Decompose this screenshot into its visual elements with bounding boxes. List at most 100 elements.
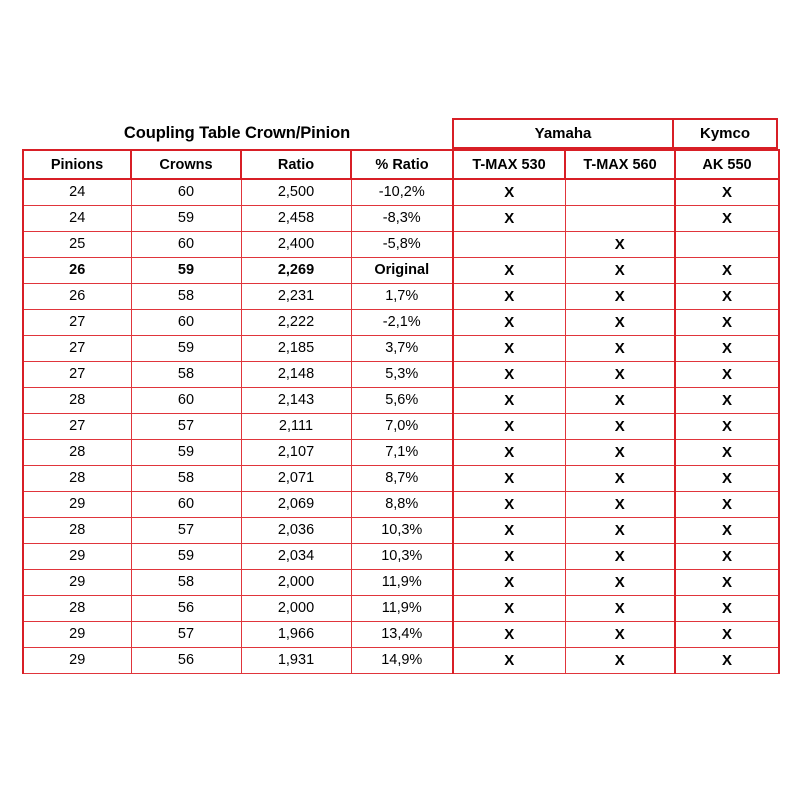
- cell-ak-550: X: [674, 542, 780, 570]
- cell-ak-550: X: [674, 438, 780, 466]
- cell-tmax-560: [564, 178, 676, 206]
- cell-ratio: 2,185: [240, 334, 352, 362]
- brand-group-kymco: Kymco: [674, 118, 778, 149]
- compatibility-x-mark: X: [504, 391, 515, 409]
- compatibility-x-mark: X: [504, 599, 515, 617]
- cell-ratio: 2,458: [240, 204, 352, 232]
- table-row: 29 60 2,069 8,8% X X X: [22, 490, 780, 518]
- table-header-row: Pinions Crowns Ratio % Ratio T-MAX 530 T…: [22, 149, 780, 180]
- table-row: 24 59 2,458 -8,3% X X: [22, 204, 780, 232]
- cell-tmax-530: X: [452, 308, 566, 336]
- cell-crowns: 56: [130, 594, 242, 622]
- cell-tmax-530: X: [452, 516, 566, 544]
- table-row: 28 57 2,036 10,3% X X X: [22, 516, 780, 544]
- cell-ratio: 2,034: [240, 542, 352, 570]
- compatibility-x-mark: X: [721, 469, 732, 487]
- column-header-ak-550: AK 550: [674, 149, 780, 180]
- cell-pinions: 29: [22, 490, 132, 518]
- cell-tmax-530: X: [452, 568, 566, 596]
- cell-pct-ratio: 11,9%: [350, 594, 454, 622]
- cell-tmax-560: X: [564, 282, 676, 310]
- cell-ak-550: X: [674, 464, 780, 492]
- compatibility-x-mark: X: [504, 521, 515, 539]
- compatibility-x-mark: X: [721, 287, 732, 305]
- cell-ratio: 2,500: [240, 178, 352, 206]
- compatibility-x-mark: X: [504, 547, 515, 565]
- compatibility-x-mark: X: [721, 417, 732, 435]
- compatibility-x-mark: X: [504, 313, 515, 331]
- cell-pct-ratio: 8,8%: [350, 490, 454, 518]
- cell-crowns: 60: [130, 308, 242, 336]
- table-row: 29 58 2,000 11,9% X X X: [22, 568, 780, 596]
- compatibility-x-mark: X: [721, 391, 732, 409]
- cell-crowns: 58: [130, 464, 242, 492]
- cell-pct-ratio: 13,4%: [350, 620, 454, 648]
- compatibility-x-mark: X: [614, 417, 625, 435]
- cell-tmax-530: X: [452, 412, 566, 440]
- cell-pct-ratio: -8,3%: [350, 204, 454, 232]
- cell-ak-550: [674, 230, 780, 258]
- cell-pinions: 28: [22, 464, 132, 492]
- table-row: 27 60 2,222 -2,1% X X X: [22, 308, 780, 336]
- compatibility-x-mark: X: [504, 573, 515, 591]
- cell-tmax-560: X: [564, 490, 676, 518]
- column-header-tmax-530: T-MAX 530: [452, 149, 566, 180]
- cell-tmax-560: X: [564, 568, 676, 596]
- compatibility-x-mark: X: [614, 339, 625, 357]
- cell-tmax-530: X: [452, 438, 566, 466]
- cell-pinions: 25: [22, 230, 132, 258]
- cell-tmax-560: X: [564, 620, 676, 648]
- compatibility-x-mark: X: [504, 209, 515, 227]
- compatibility-x-mark: X: [614, 443, 625, 461]
- cell-pinions: 24: [22, 204, 132, 232]
- cell-pinions: 29: [22, 620, 132, 648]
- cell-tmax-560: X: [564, 516, 676, 544]
- cell-crowns: 57: [130, 620, 242, 648]
- cell-crowns: 59: [130, 334, 242, 362]
- compatibility-x-mark: X: [504, 469, 515, 487]
- table-body: 24 60 2,500 -10,2% X X 24 59 2,458 -8,3% X X 25 60 2,4…: [22, 178, 780, 674]
- cell-pinions: 28: [22, 386, 132, 414]
- compatibility-x-mark: X: [504, 287, 515, 305]
- cell-tmax-530: X: [452, 204, 566, 232]
- table-row: 24 60 2,500 -10,2% X X: [22, 178, 780, 206]
- compatibility-x-mark: X: [504, 495, 515, 513]
- cell-pct-ratio: 5,6%: [350, 386, 454, 414]
- cell-pct-ratio: 1,7%: [350, 282, 454, 310]
- cell-pinions: 29: [22, 542, 132, 570]
- table-row: 28 59 2,107 7,1% X X X: [22, 438, 780, 466]
- compatibility-x-mark: X: [721, 547, 732, 565]
- brand-group-yamaha-label: Yamaha: [534, 125, 592, 142]
- table-row: 28 58 2,071 8,7% X X X: [22, 464, 780, 492]
- cell-pinions: 24: [22, 178, 132, 206]
- cell-pinions: 29: [22, 646, 132, 674]
- cell-tmax-530: X: [452, 490, 566, 518]
- compatibility-x-mark: X: [721, 209, 732, 227]
- compatibility-x-mark: X: [721, 495, 732, 513]
- cell-pct-ratio: 3,7%: [350, 334, 454, 362]
- compatibility-x-mark: X: [614, 287, 625, 305]
- compatibility-x-mark: X: [721, 365, 732, 383]
- cell-crowns: 59: [130, 204, 242, 232]
- cell-crowns: 60: [130, 230, 242, 258]
- cell-pct-ratio: 10,3%: [350, 516, 454, 544]
- compatibility-x-mark: X: [614, 495, 625, 513]
- cell-pinions: 27: [22, 360, 132, 388]
- table-row: 28 56 2,000 11,9% X X X: [22, 594, 780, 622]
- cell-ratio: 2,222: [240, 308, 352, 336]
- cell-pinions: 27: [22, 412, 132, 440]
- compatibility-x-mark: X: [614, 261, 625, 279]
- compatibility-x-mark: X: [614, 521, 625, 539]
- compatibility-x-mark: X: [721, 339, 732, 357]
- brand-group-header: Yamaha Kymco: [452, 118, 778, 149]
- cell-ak-550: X: [674, 594, 780, 622]
- cell-ratio: 2,036: [240, 516, 352, 544]
- cell-pct-ratio: -5,8%: [350, 230, 454, 258]
- cell-ratio: 2,000: [240, 594, 352, 622]
- cell-crowns: 60: [130, 386, 242, 414]
- compatibility-x-mark: X: [721, 573, 732, 591]
- cell-pinions: 28: [22, 594, 132, 622]
- cell-ak-550: X: [674, 490, 780, 518]
- compatibility-x-mark: X: [721, 651, 732, 669]
- cell-tmax-530: X: [452, 464, 566, 492]
